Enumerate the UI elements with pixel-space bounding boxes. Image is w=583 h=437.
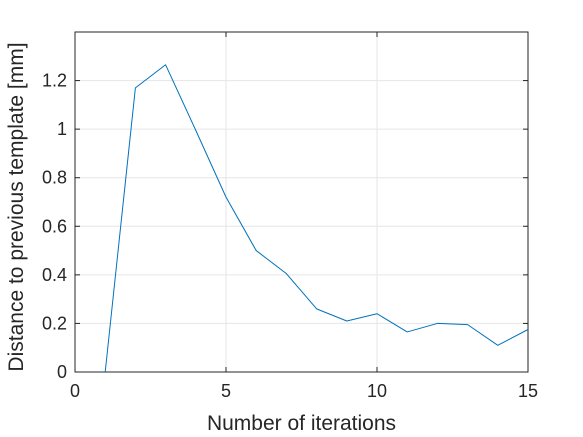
plot-area-frame bbox=[74, 31, 529, 373]
x-tick-label: 10 bbox=[367, 381, 387, 401]
y-tick-label: 0.8 bbox=[42, 168, 67, 188]
y-tick-label: 1.2 bbox=[42, 71, 67, 91]
y-axis-label: Distance to previous template [mm] bbox=[5, 42, 28, 371]
y-tick-label: 0.6 bbox=[42, 216, 67, 236]
y-tick-label: 0.2 bbox=[42, 313, 67, 333]
x-tick-label: 15 bbox=[518, 381, 538, 401]
x-tick-label: 5 bbox=[221, 381, 231, 401]
y-tick-label: 0 bbox=[57, 362, 67, 382]
y-tick-labels: 0 0.2 0.4 0.6 0.8 1 1.2 bbox=[42, 71, 67, 382]
axis-ticks bbox=[74, 32, 529, 373]
x-tick-label: 0 bbox=[70, 381, 80, 401]
grid-lines bbox=[75, 32, 528, 372]
x-axis-label: Number of iterations bbox=[207, 412, 396, 435]
data-series bbox=[104, 64, 529, 373]
y-tick-label: 0.4 bbox=[42, 265, 67, 285]
y-tick-label: 1 bbox=[57, 119, 67, 139]
x-tick-labels: 0 5 10 15 bbox=[70, 381, 538, 401]
series-line bbox=[104, 64, 529, 373]
